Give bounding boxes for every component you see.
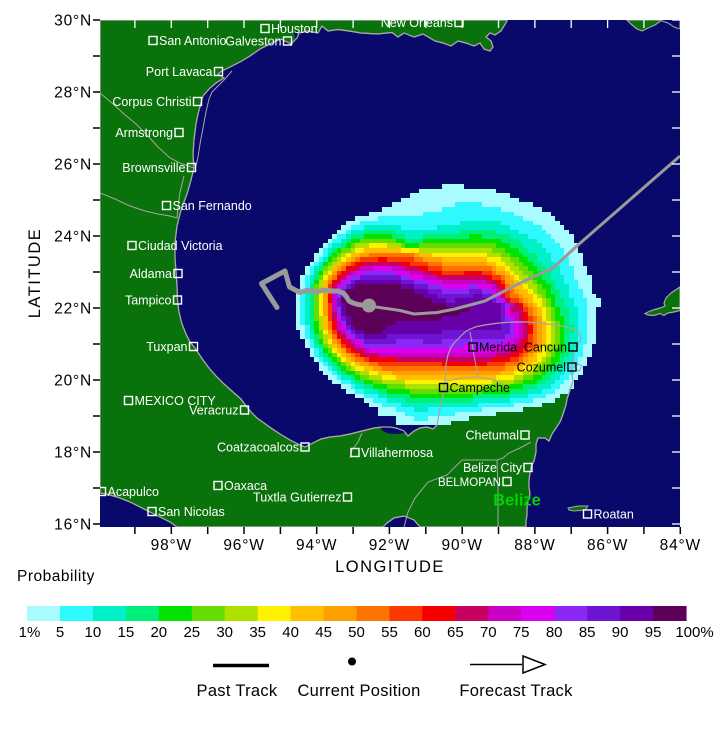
svg-text:Past Track: Past Track bbox=[197, 682, 278, 700]
svg-text:70: 70 bbox=[480, 624, 497, 641]
svg-text:Tuxtla Gutierrez: Tuxtla Gutierrez bbox=[253, 491, 341, 505]
svg-text:30°N: 30°N bbox=[54, 13, 92, 30]
svg-text:96°W: 96°W bbox=[223, 537, 264, 554]
svg-text:16°N: 16°N bbox=[54, 517, 92, 534]
svg-text:Villahermosa: Villahermosa bbox=[361, 446, 433, 460]
svg-text:Roatan: Roatan bbox=[594, 508, 634, 522]
svg-text:Merida: Merida bbox=[479, 341, 517, 355]
svg-text:San Nicolas: San Nicolas bbox=[158, 505, 225, 519]
svg-text:94°W: 94°W bbox=[296, 537, 337, 554]
svg-text:New Orleans: New Orleans bbox=[381, 16, 453, 30]
svg-text:75: 75 bbox=[513, 624, 530, 641]
svg-text:San Fernando: San Fernando bbox=[173, 199, 252, 213]
svg-text:Ciudad Victoria: Ciudad Victoria bbox=[138, 239, 223, 253]
svg-text:Cancun: Cancun bbox=[524, 341, 567, 355]
svg-text:60: 60 bbox=[414, 624, 431, 641]
svg-text:BELMOPAN: BELMOPAN bbox=[438, 477, 501, 489]
svg-text:84°W: 84°W bbox=[660, 537, 701, 554]
svg-text:5: 5 bbox=[56, 624, 64, 641]
svg-text:15: 15 bbox=[118, 624, 135, 641]
svg-text:Armstrong: Armstrong bbox=[115, 126, 173, 140]
svg-text:20°N: 20°N bbox=[54, 373, 92, 390]
svg-text:Chetumal: Chetumal bbox=[466, 429, 520, 443]
svg-text:Current Position: Current Position bbox=[297, 682, 420, 700]
svg-text:Acapulco: Acapulco bbox=[108, 485, 159, 499]
svg-text:1%: 1% bbox=[19, 624, 41, 641]
svg-text:Houston: Houston bbox=[271, 22, 318, 36]
svg-text:Coatzacoalcos: Coatzacoalcos bbox=[217, 441, 299, 455]
svg-text:45: 45 bbox=[315, 624, 332, 641]
svg-text:86°W: 86°W bbox=[587, 537, 628, 554]
svg-text:28°N: 28°N bbox=[54, 85, 92, 102]
svg-text:26°N: 26°N bbox=[54, 157, 92, 174]
svg-text:Tampico: Tampico bbox=[125, 294, 172, 308]
svg-text:LONGITUDE: LONGITUDE bbox=[335, 558, 445, 576]
svg-text:55: 55 bbox=[381, 624, 398, 641]
svg-text:18°N: 18°N bbox=[54, 445, 92, 462]
svg-text:Veracruz: Veracruz bbox=[189, 404, 238, 418]
svg-text:24°N: 24°N bbox=[54, 229, 92, 246]
svg-text:Brownsville: Brownsville bbox=[122, 161, 185, 175]
svg-text:MEXICO CITY: MEXICO CITY bbox=[135, 394, 217, 408]
svg-text:100%: 100% bbox=[675, 624, 713, 641]
svg-text:Aldama: Aldama bbox=[130, 267, 172, 281]
svg-text:Probability: Probability bbox=[17, 568, 95, 585]
svg-text:30: 30 bbox=[216, 624, 233, 641]
svg-text:Campeche: Campeche bbox=[450, 381, 510, 395]
svg-text:88°W: 88°W bbox=[514, 537, 555, 554]
svg-text:90: 90 bbox=[612, 624, 629, 641]
svg-text:40: 40 bbox=[282, 624, 299, 641]
svg-text:95: 95 bbox=[645, 624, 662, 641]
svg-text:92°W: 92°W bbox=[369, 537, 410, 554]
svg-text:Belize City: Belize City bbox=[463, 461, 523, 475]
svg-text:Port Lavaca: Port Lavaca bbox=[146, 65, 213, 79]
svg-text:22°N: 22°N bbox=[54, 301, 92, 318]
svg-text:10: 10 bbox=[85, 624, 102, 641]
svg-text:80: 80 bbox=[546, 624, 563, 641]
svg-text:50: 50 bbox=[348, 624, 365, 641]
svg-text:LATITUDE: LATITUDE bbox=[26, 228, 44, 319]
svg-text:Oaxaca: Oaxaca bbox=[224, 479, 267, 493]
svg-text:Belize: Belize bbox=[493, 492, 541, 510]
svg-text:Tuxpan: Tuxpan bbox=[146, 340, 187, 354]
svg-text:65: 65 bbox=[447, 624, 464, 641]
svg-text:Cozumel: Cozumel bbox=[517, 361, 566, 375]
svg-text:Corpus Christi: Corpus Christi bbox=[112, 95, 191, 109]
svg-text:85: 85 bbox=[579, 624, 596, 641]
svg-text:Forecast Track: Forecast Track bbox=[459, 682, 573, 700]
svg-text:98°W: 98°W bbox=[151, 537, 192, 554]
svg-text:Galveston: Galveston bbox=[225, 35, 281, 49]
svg-text:25: 25 bbox=[183, 624, 200, 641]
svg-text:35: 35 bbox=[249, 624, 266, 641]
svg-text:90°W: 90°W bbox=[442, 537, 483, 554]
svg-text:20: 20 bbox=[150, 624, 167, 641]
svg-text:San Antonio: San Antonio bbox=[159, 34, 226, 48]
